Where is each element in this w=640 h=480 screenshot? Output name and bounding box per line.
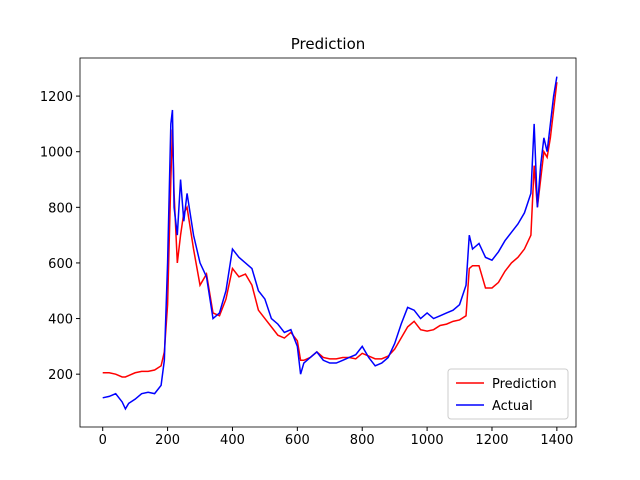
legend-label: Prediction [492,377,557,392]
x-tick-label: 1000 [411,433,444,448]
data-line [102,76,558,411]
legend-label: Actual [492,399,533,414]
x-tick-label: 200 [155,433,180,448]
y-tick-label: 600 [48,257,73,272]
x-tick-label: 1200 [475,433,508,448]
x-tick-label: 0 [99,433,107,448]
chart-title: Prediction [291,35,366,53]
x-tick-label: 800 [350,433,375,448]
x-tick-label: 1400 [540,433,573,448]
plot-frame [79,57,577,428]
legend-box [447,368,569,420]
x-tick-label: 600 [285,433,310,448]
x-tick-label: 400 [220,433,245,448]
data-line [102,82,558,378]
y-tick-label: 800 [48,201,73,216]
y-tick-label: 400 [48,313,73,328]
y-tick-label: 200 [48,368,73,383]
y-tick-label: 1000 [40,146,73,161]
y-tick-label: 1200 [40,90,73,105]
